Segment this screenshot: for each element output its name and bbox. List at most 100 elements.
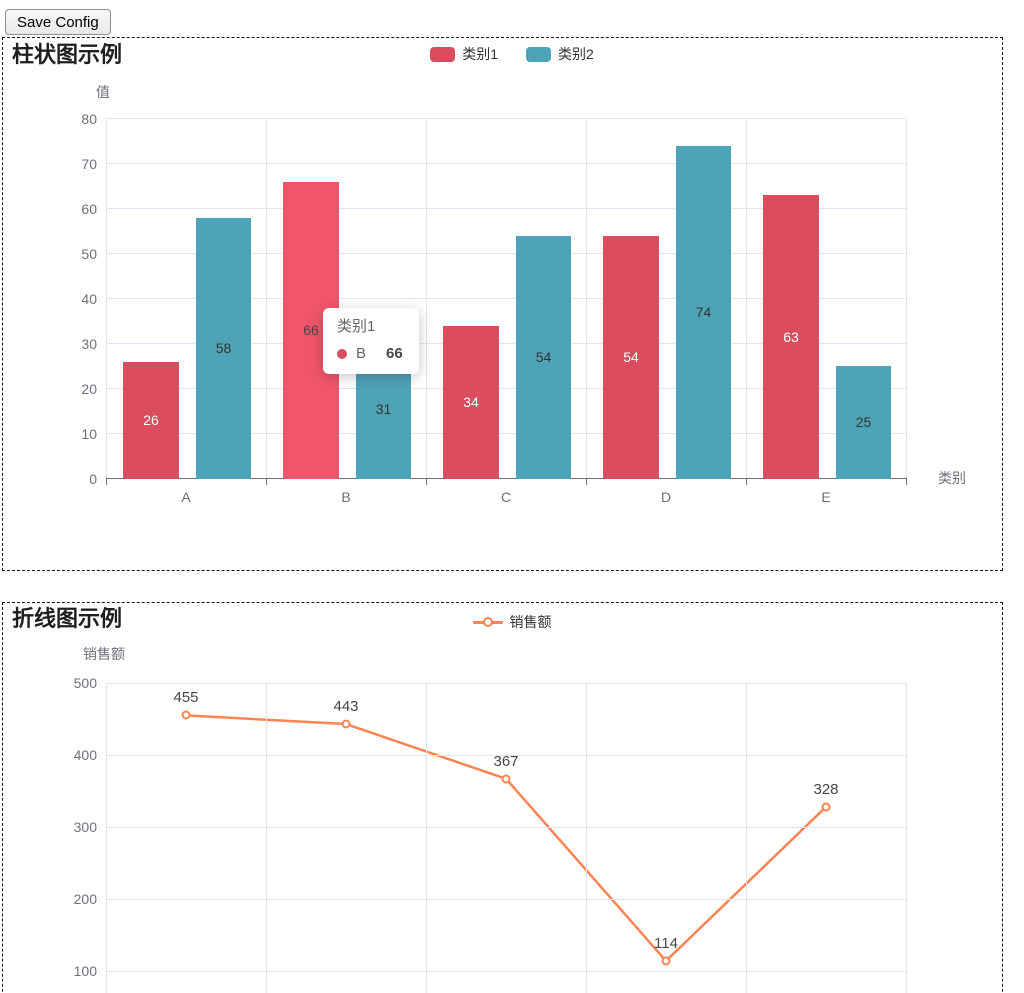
gridline bbox=[266, 119, 267, 479]
bar-x-category-label: C bbox=[500, 489, 512, 505]
gridline bbox=[266, 683, 267, 993]
gridline bbox=[746, 119, 747, 479]
bar-value-label: 66 bbox=[303, 322, 319, 338]
line-y-axis-name: 销售额 bbox=[83, 646, 125, 662]
line-point[interactable] bbox=[181, 710, 191, 720]
x-axis-tick bbox=[106, 479, 107, 485]
bar-value-label: 25 bbox=[855, 414, 872, 431]
gridline bbox=[426, 119, 427, 479]
bar-chart-title: 柱状图示例 bbox=[12, 42, 123, 67]
line-chart-legend: 销售额 bbox=[0, 612, 1024, 632]
bar-x-category-label: D bbox=[660, 489, 672, 505]
bar-value-label: 63 bbox=[783, 328, 799, 345]
line-value-label: 455 bbox=[173, 689, 199, 707]
gridline bbox=[106, 683, 107, 993]
legend-label-series2: 类别2 bbox=[558, 46, 594, 62]
bar-x-category-label: E bbox=[821, 489, 831, 505]
tooltip-category: B bbox=[356, 345, 367, 362]
line-y-tick-label: 300 bbox=[73, 819, 97, 835]
gridline bbox=[586, 683, 587, 993]
gridline bbox=[106, 253, 906, 254]
line-series-icon bbox=[472, 616, 503, 628]
legend-label-series1: 类别1 bbox=[462, 46, 498, 62]
x-axis-tick bbox=[906, 479, 907, 485]
bar-类别2-D[interactable] bbox=[676, 145, 731, 479]
bar-类别1-A[interactable] bbox=[123, 361, 179, 479]
line-chart-panel bbox=[2, 602, 1003, 993]
gridline bbox=[906, 683, 907, 993]
bar-y-tick-label: 20 bbox=[81, 380, 97, 397]
bar-y-tick-label: 10 bbox=[81, 425, 97, 442]
tooltip-series-name: 类别1 bbox=[337, 318, 376, 335]
bar-类别2-C[interactable] bbox=[516, 235, 571, 479]
gridline bbox=[106, 118, 906, 119]
gridline bbox=[106, 970, 906, 972]
bar-chart-legend: 类别1 类别2 bbox=[0, 44, 1024, 64]
gridline bbox=[106, 826, 906, 828]
line-point[interactable] bbox=[341, 719, 351, 729]
x-axis-tick bbox=[266, 479, 267, 485]
line-icon-marker bbox=[482, 617, 493, 627]
chart-tooltip: 类别1 B 66 bbox=[323, 308, 419, 374]
gridline bbox=[906, 119, 907, 479]
bar-y-tick-label: 60 bbox=[81, 200, 97, 217]
line-y-tick-label: 500 bbox=[73, 675, 97, 691]
bar-value-label: 54 bbox=[623, 349, 639, 365]
bar-x-category-label: A bbox=[181, 489, 191, 505]
bar-类别2-A[interactable] bbox=[196, 217, 251, 479]
bar-value-label: 58 bbox=[215, 340, 232, 356]
x-axis-tick bbox=[746, 479, 747, 485]
legend-label-sales: 销售额 bbox=[509, 614, 552, 630]
tooltip-series-dot-icon bbox=[337, 348, 347, 359]
line-value-label: 443 bbox=[333, 698, 359, 716]
bar-y-axis-name: 值 bbox=[96, 84, 110, 100]
legend-swatch-series2 bbox=[526, 46, 551, 62]
bar-chart-panel bbox=[2, 37, 1003, 571]
bar-y-tick-label: 80 bbox=[81, 110, 97, 127]
line-value-label: 114 bbox=[654, 934, 678, 952]
legend-item-sales[interactable]: 销售额 bbox=[472, 612, 552, 632]
line-y-tick-label: 200 bbox=[73, 891, 97, 907]
save-config-button[interactable]: Save Config bbox=[5, 9, 111, 35]
line-y-tick-label: 100 bbox=[73, 963, 97, 979]
tooltip-value: 66 bbox=[386, 345, 403, 362]
bar-x-category-label: B bbox=[341, 489, 351, 505]
bar-类别1-E[interactable] bbox=[763, 195, 819, 479]
gridline bbox=[106, 388, 906, 389]
gridline bbox=[426, 683, 427, 993]
bar-类别1-D[interactable] bbox=[603, 235, 659, 479]
gridline bbox=[106, 682, 906, 684]
line-point[interactable] bbox=[661, 956, 671, 966]
bar-y-tick-label: 70 bbox=[81, 155, 97, 172]
bar-y-tick-label: 30 bbox=[81, 335, 97, 352]
bar-y-tick-label: 40 bbox=[81, 290, 97, 307]
line-value-label: 367 bbox=[493, 752, 519, 770]
bar-类别1-C[interactable] bbox=[443, 325, 499, 479]
bar-value-label: 26 bbox=[143, 412, 159, 428]
gridline bbox=[106, 163, 906, 164]
x-axis-tick bbox=[586, 479, 587, 485]
line-chart-title: 折线图示例 bbox=[12, 606, 123, 631]
gridline bbox=[106, 433, 906, 434]
bar-value-label: 34 bbox=[463, 394, 479, 410]
x-axis-tick bbox=[426, 479, 427, 485]
line-point[interactable] bbox=[501, 774, 511, 784]
gridline bbox=[106, 898, 906, 900]
line-point[interactable] bbox=[821, 802, 831, 812]
gridline bbox=[106, 298, 906, 299]
tooltip-row: B 66 bbox=[337, 345, 405, 362]
bar-value-label: 54 bbox=[535, 349, 552, 365]
legend-item-series2[interactable]: 类别2 bbox=[526, 44, 594, 64]
gridline bbox=[586, 119, 587, 479]
gridline bbox=[106, 754, 906, 756]
legend-swatch-series1 bbox=[430, 46, 456, 62]
bar-y-tick-label: 0 bbox=[89, 470, 97, 487]
bar-类别2-E[interactable] bbox=[836, 366, 891, 479]
bar-x-axis-name: 类别 bbox=[938, 470, 966, 486]
line-value-label: 328 bbox=[813, 780, 839, 798]
legend-item-series1[interactable]: 类别1 bbox=[430, 44, 498, 64]
bar-value-label: 31 bbox=[375, 400, 392, 417]
gridline bbox=[746, 683, 747, 993]
gridline bbox=[106, 343, 906, 344]
